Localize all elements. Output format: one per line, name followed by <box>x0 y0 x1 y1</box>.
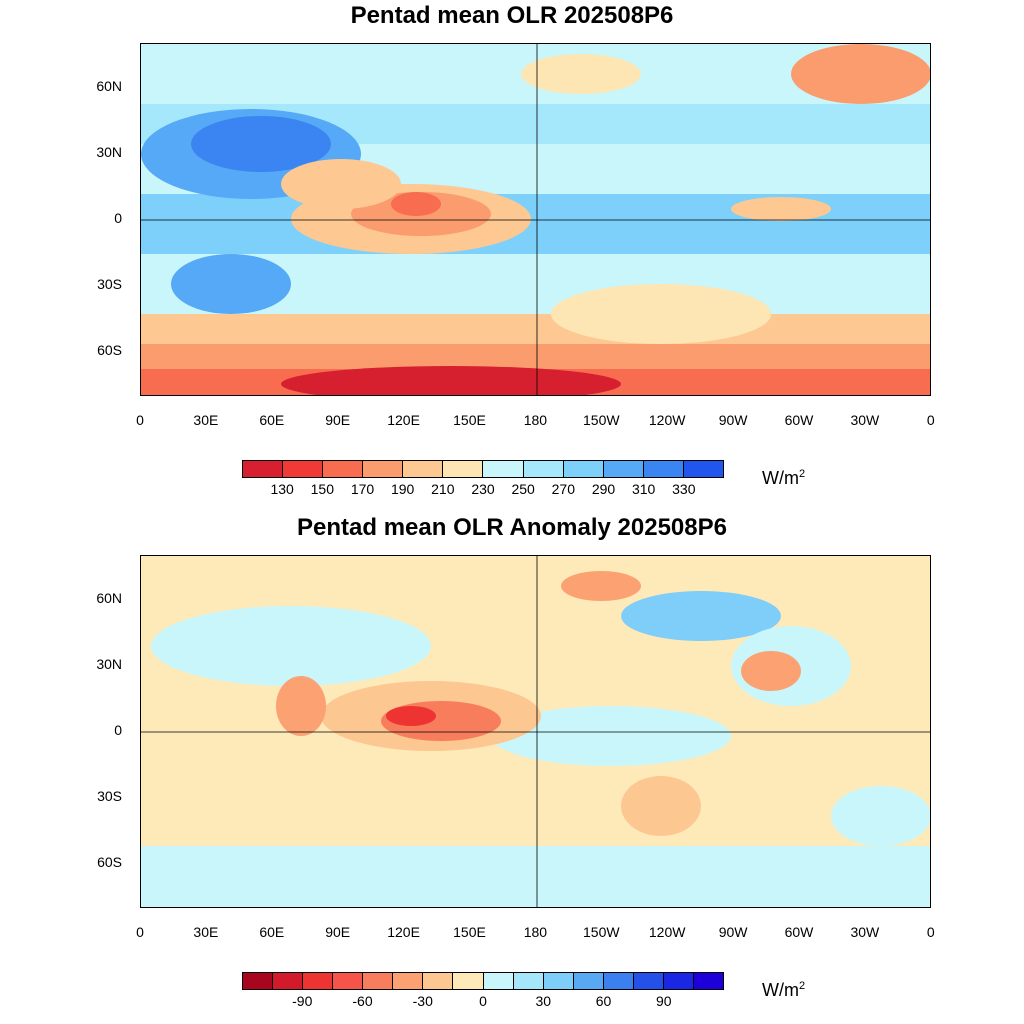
colorbar-unit-olr: W/m2 <box>762 468 806 488</box>
colorbar-label: -60 <box>352 993 373 1009</box>
colorbar-swatch <box>443 461 484 477</box>
colorbar-swatch <box>363 973 394 989</box>
lat-label: 0 <box>114 722 122 738</box>
lon-label: 120E <box>387 924 420 940</box>
lat-label: 30N <box>96 656 122 672</box>
colorbar-label: -30 <box>412 993 433 1009</box>
colorbar-swatch <box>513 973 544 989</box>
lon-label: 60W <box>784 412 814 428</box>
colorbar-anomaly <box>242 972 724 990</box>
lon-label: 0 <box>926 924 935 940</box>
colorbar-swatch <box>693 973 723 989</box>
colorbar-swatch <box>683 461 723 477</box>
lon-label: 90E <box>325 924 351 940</box>
colorbar-swatch <box>283 461 324 477</box>
colorbar-label: 130 <box>270 481 294 497</box>
colorbar-label: 150 <box>310 481 334 497</box>
colorbar-label: 250 <box>511 481 535 497</box>
colorbar-swatch <box>543 973 574 989</box>
colorbar-swatch <box>403 461 444 477</box>
olr-anomaly-map <box>140 555 931 908</box>
colorbar-swatch <box>333 973 364 989</box>
colorbar-label: 290 <box>591 481 616 497</box>
colorbar-swatch <box>363 461 404 477</box>
lat-label: 30S <box>97 788 122 804</box>
colorbar-swatch <box>453 973 484 989</box>
colorbar-swatch <box>633 973 664 989</box>
lon-label: 90W <box>718 412 748 428</box>
lon-label: 120W <box>648 412 686 428</box>
colorbar-swatch <box>643 461 684 477</box>
lon-label: 120E <box>387 412 420 428</box>
colorbar-swatch <box>563 461 604 477</box>
olr-anomaly-map-field <box>141 556 930 907</box>
lon-label: 90E <box>325 412 351 428</box>
lon-label: 150W <box>583 412 620 428</box>
colorbar-label: 230 <box>471 481 495 497</box>
colorbar-swatch <box>243 461 284 477</box>
colorbar-swatch <box>393 973 424 989</box>
colorbar-label: 60 <box>595 993 612 1009</box>
lon-label: 0 <box>926 412 935 428</box>
colorbar-swatch <box>603 973 634 989</box>
colorbar-swatch <box>663 973 694 989</box>
colorbar-label: 0 <box>479 993 487 1009</box>
lon-label: 90W <box>718 924 748 940</box>
lon-label: 60E <box>259 412 285 428</box>
lon-label: 0 <box>136 412 144 428</box>
lon-label: 180 <box>523 412 548 428</box>
colorbar-label: 190 <box>390 481 415 497</box>
lon-label: 60E <box>259 924 285 940</box>
olr-map-field <box>141 44 930 395</box>
colorbar-swatch <box>303 973 334 989</box>
colorbar-label: 330 <box>672 481 696 497</box>
olr-map <box>140 43 931 396</box>
lon-label: 0 <box>136 924 144 940</box>
colorbar-label: 90 <box>655 993 672 1009</box>
lat-label: 60S <box>97 854 122 870</box>
colorbar-swatch <box>483 461 524 477</box>
colorbar-swatch <box>603 461 644 477</box>
colorbar-swatch <box>323 461 364 477</box>
panel2-title: Pentad mean OLR Anomaly 202508P6 <box>297 514 727 541</box>
lat-label: 30S <box>97 276 122 292</box>
panel1-title: Pentad mean OLR 202508P6 <box>350 2 674 29</box>
lon-label: 150W <box>583 924 620 940</box>
colorbar-swatch <box>243 973 274 989</box>
colorbar-swatch <box>273 973 304 989</box>
lat-label: 60N <box>96 78 122 94</box>
lon-label: 60W <box>784 924 814 940</box>
colorbar-swatch <box>573 973 604 989</box>
lat-label: 30N <box>96 144 122 160</box>
colorbar-olr <box>242 460 724 478</box>
lon-label: 30E <box>193 412 219 428</box>
lon-label: 30W <box>850 924 880 940</box>
lat-label: 60S <box>97 342 122 358</box>
lon-label: 180 <box>523 924 548 940</box>
colorbar-label: 170 <box>350 481 375 497</box>
colorbar-swatch <box>483 973 514 989</box>
lon-label: 120W <box>648 924 686 940</box>
lon-label: 150E <box>453 924 486 940</box>
colorbar-label: -90 <box>292 993 313 1009</box>
lon-label: 30E <box>193 924 219 940</box>
colorbar-label: 310 <box>631 481 656 497</box>
colorbar-unit-anomaly: W/m2 <box>762 980 806 1000</box>
colorbar-swatch <box>423 973 454 989</box>
lon-label: 30W <box>850 412 880 428</box>
colorbar-label: 210 <box>431 481 455 497</box>
lat-label: 0 <box>114 210 122 226</box>
lat-label: 60N <box>96 590 122 606</box>
colorbar-label: 270 <box>551 481 575 497</box>
colorbar-label: 30 <box>535 993 552 1009</box>
colorbar-swatch <box>523 461 564 477</box>
lon-label: 150E <box>453 412 486 428</box>
